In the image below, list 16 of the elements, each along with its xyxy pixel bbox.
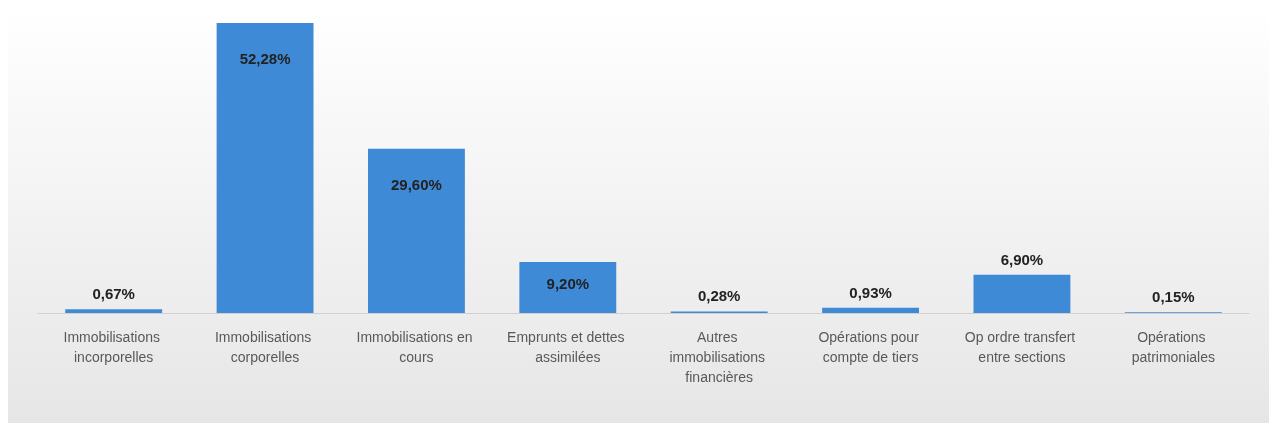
data-label: 0,93% xyxy=(849,283,892,301)
data-label: 0,28% xyxy=(697,287,741,305)
x-tick-label: Opérations patrimoniales xyxy=(1131,329,1215,365)
data-label: 29,60% xyxy=(391,175,442,193)
data-label: 9,20% xyxy=(546,274,590,292)
data-label: 0,15% xyxy=(1152,288,1195,306)
x-tick-label: Autres immobilisations financières xyxy=(669,329,769,385)
x-tick-label: Immobilisations en cours xyxy=(356,329,477,365)
x-tick-label: Op ordre transfert entre sections xyxy=(964,329,1080,365)
x-tick-label: Immobilisations incorporelles xyxy=(63,329,164,365)
x-tick-label: Opérations pour compte de tiers xyxy=(818,329,923,365)
data-label: 0,67% xyxy=(92,285,135,303)
x-tick-label: Immobilisations corporelles xyxy=(214,329,316,365)
x-tick-label: Emprunts et dettes assimilées xyxy=(507,329,629,365)
data-label: 6,90% xyxy=(1000,250,1044,268)
data-label: 52,28% xyxy=(239,50,291,67)
